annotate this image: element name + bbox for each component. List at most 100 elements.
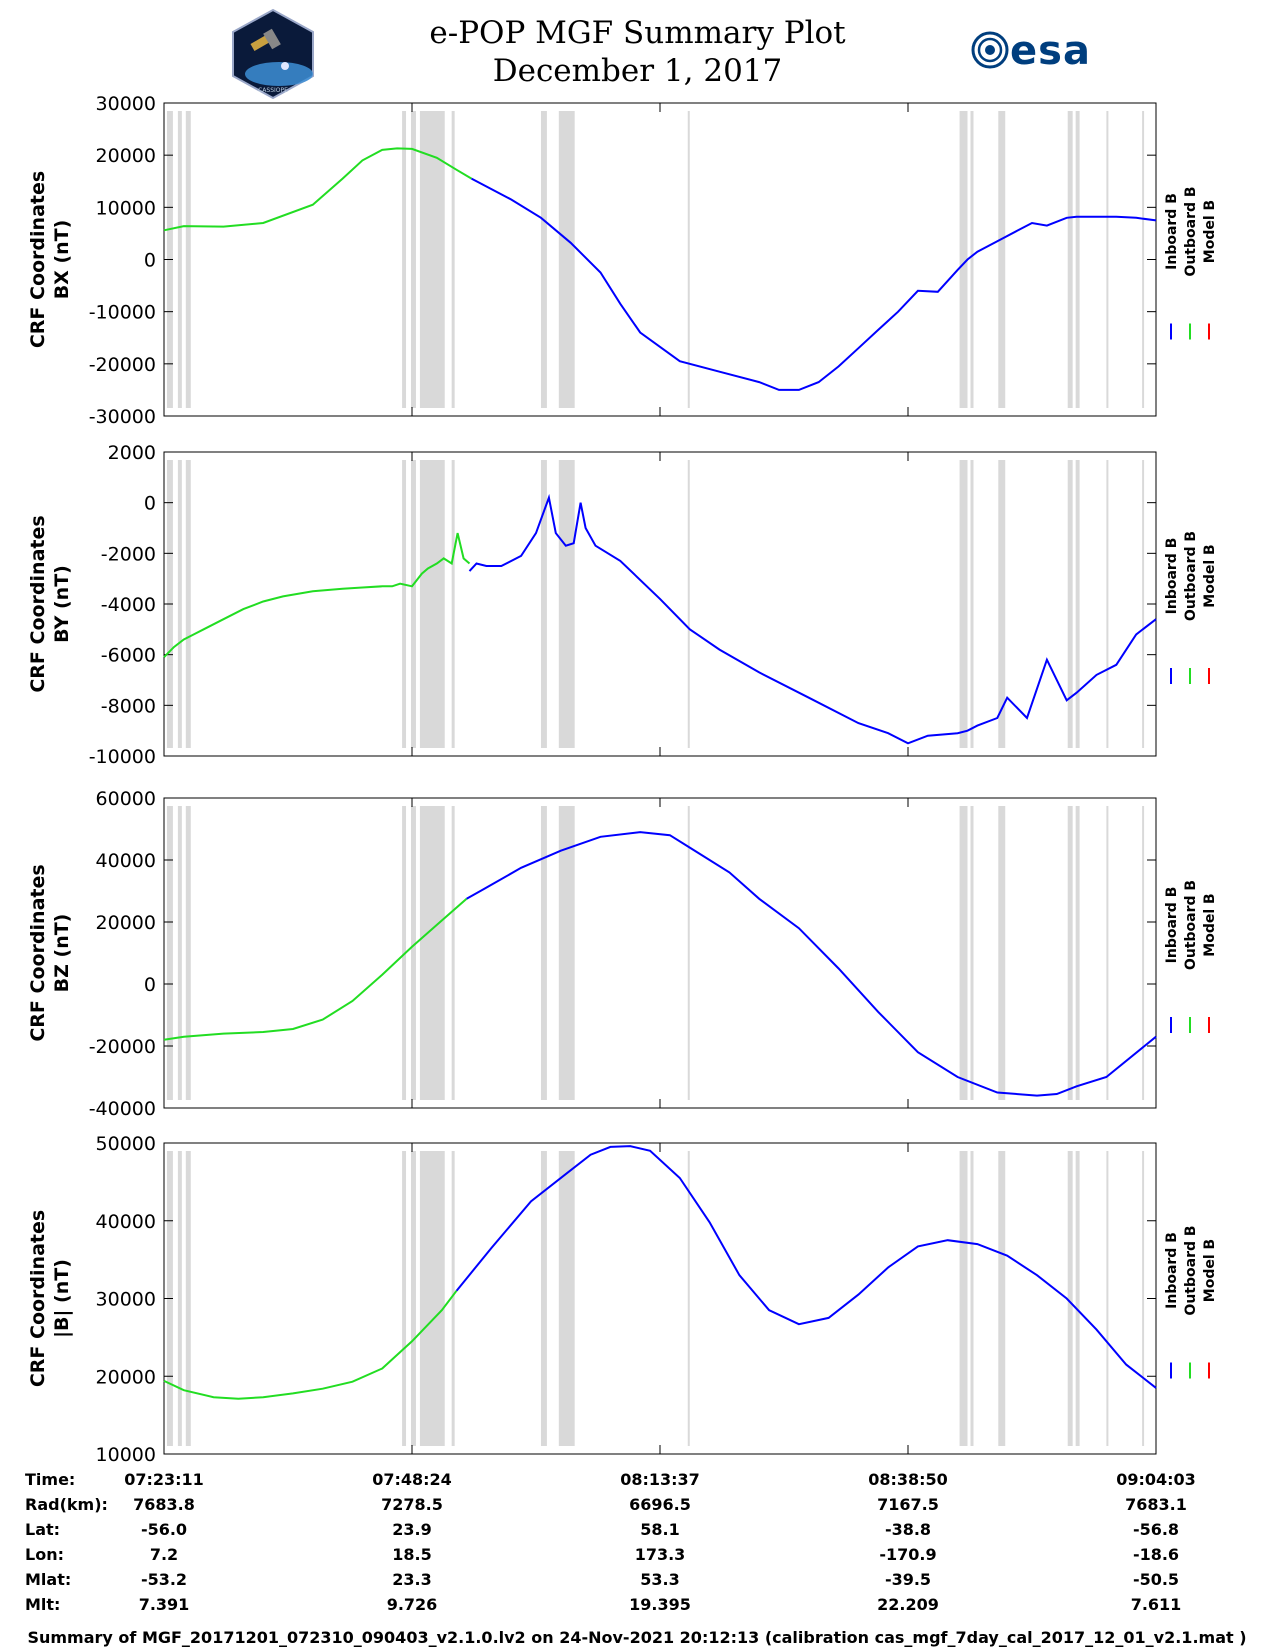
data-gap-band	[1075, 111, 1080, 408]
chart-panel-3: -40000 -20000 0 20000 40000 60000 CRF Coordina…	[27, 788, 1218, 1120]
data-gap-band	[959, 1151, 968, 1446]
y-tick-label: 0	[144, 250, 156, 272]
plot-frame	[163, 451, 1157, 757]
y-tick-label: 20000	[96, 1366, 156, 1388]
y-tick-label: -8000	[101, 695, 156, 717]
data-gap-band	[1142, 1151, 1145, 1446]
plot-title-block: e-POP MGF Summary Plot December 1, 2017	[0, 14, 1275, 90]
legend-label: Outboard B	[1183, 531, 1199, 621]
info-cell: 7278.5	[381, 1495, 443, 1514]
info-cell: 09:04:03	[1116, 1470, 1196, 1489]
info-row-label: Mlt:	[25, 1595, 60, 1614]
plot-date: December 1, 2017	[492, 53, 783, 89]
y-axis-label: CRF Coordinates	[27, 515, 49, 692]
data-gap-band	[540, 806, 547, 1100]
data-gap-band	[177, 111, 182, 408]
info-cell: 23.3	[392, 1570, 431, 1589]
data-gap-band	[1075, 1151, 1080, 1446]
data-gap-band	[185, 111, 191, 408]
data-gap-band	[419, 806, 445, 1100]
data-gap-band	[687, 806, 690, 1100]
data-gap-band	[558, 806, 575, 1100]
y-tick-label: 20000	[96, 145, 156, 167]
data-gap-band	[998, 460, 1006, 748]
info-cell: -38.8	[885, 1520, 931, 1539]
legend-label: Model B	[1202, 544, 1218, 607]
info-row-label: Rad(km):	[25, 1495, 108, 1514]
y-tick-label: -30000	[89, 406, 156, 428]
info-cell: -18.6	[1133, 1545, 1179, 1564]
legend-label: Model B	[1202, 1239, 1218, 1302]
cassiope-logo-text: CASSIOPE	[258, 87, 288, 94]
y-tick-label: -6000	[101, 645, 156, 667]
data-gap-band	[558, 460, 575, 748]
data-gap-band	[451, 460, 455, 748]
y-tick-label: 2000	[108, 442, 156, 464]
legend-label: Outboard B	[1183, 186, 1199, 276]
data-gap-band	[419, 1151, 445, 1446]
info-cell: 173.3	[635, 1545, 686, 1564]
y-tick-label: -20000	[89, 1036, 156, 1058]
legend-label: Outboard B	[1183, 880, 1199, 970]
esa-logo-mark	[971, 31, 1009, 69]
legend: Inboard B Outboard B Model B	[1164, 1225, 1218, 1379]
y-tick-label: 40000	[96, 1211, 156, 1233]
data-gap-band	[998, 111, 1006, 408]
info-row-label: Time:	[25, 1470, 75, 1489]
info-cell: -56.8	[1133, 1520, 1179, 1539]
data-gap-band	[1106, 806, 1109, 1100]
data-gap-band	[687, 460, 690, 748]
series-line-inboard-b	[468, 493, 1157, 745]
info-cell: 07:23:11	[124, 1470, 204, 1489]
data-gap-band	[970, 460, 974, 748]
y-tick-label: 20000	[96, 912, 156, 934]
info-cell: 19.395	[629, 1595, 691, 1614]
data-gap-band	[1067, 111, 1073, 408]
series-line-inboard-b	[466, 831, 1157, 1097]
y-tick-label: 60000	[96, 788, 156, 810]
data-gap-band	[402, 111, 407, 408]
data-gap-band	[970, 111, 974, 408]
data-gap-band	[558, 1151, 575, 1446]
y-axis-label: CRF Coordinates	[27, 864, 49, 1041]
legend: Inboard B Outboard B Model B	[1164, 531, 1218, 684]
info-cell: 7683.1	[1125, 1495, 1187, 1514]
data-gap-band	[540, 1151, 547, 1446]
data-gap-band	[177, 460, 182, 748]
data-gap-band	[1142, 111, 1145, 408]
data-gap-band	[1075, 806, 1080, 1100]
data-gap-band	[970, 1151, 974, 1446]
plot-frame	[163, 102, 1157, 417]
legend-label: Outboard B	[1183, 1225, 1199, 1315]
y-axis-label: CRF Coordinates	[27, 1210, 49, 1387]
y-tick-label: 10000	[96, 1444, 156, 1466]
data-gap-band	[540, 111, 547, 408]
legend-label: Inboard B	[1164, 538, 1180, 615]
info-row-label: Lon:	[25, 1545, 64, 1564]
data-gap-band	[540, 460, 547, 748]
esa-logo-text: esa	[1010, 28, 1091, 74]
data-gap-band	[402, 460, 407, 748]
data-gap-band	[411, 806, 416, 1100]
legend-label: Model B	[1202, 893, 1218, 956]
y-tick-label: 10000	[96, 197, 156, 219]
info-cell: -50.5	[1133, 1570, 1179, 1589]
y-axis-label: CRF Coordinates	[27, 171, 49, 348]
y-tick-label: -40000	[89, 1098, 156, 1120]
legend-label: Inboard B	[1164, 887, 1180, 964]
chart-panel-4: 10000 20000 30000 40000 50000 CRF Coordinates…	[27, 1133, 1218, 1466]
y-axis-label-unit: BY (nT)	[51, 565, 73, 643]
y-tick-label: -20000	[89, 354, 156, 376]
cassiope-logo: CASSIOPE	[232, 8, 314, 100]
info-cell: 22.209	[877, 1595, 939, 1614]
y-tick-label: 40000	[96, 850, 156, 872]
legend-label: Model B	[1202, 200, 1218, 263]
info-cell: 53.3	[640, 1570, 679, 1589]
data-gap-band	[558, 111, 575, 408]
data-gap-band	[451, 806, 455, 1100]
plot-title: e-POP MGF Summary Plot	[429, 15, 846, 51]
info-cell: 08:38:50	[868, 1470, 948, 1489]
data-gap-band	[1106, 111, 1109, 408]
info-cell: -56.0	[141, 1520, 187, 1539]
